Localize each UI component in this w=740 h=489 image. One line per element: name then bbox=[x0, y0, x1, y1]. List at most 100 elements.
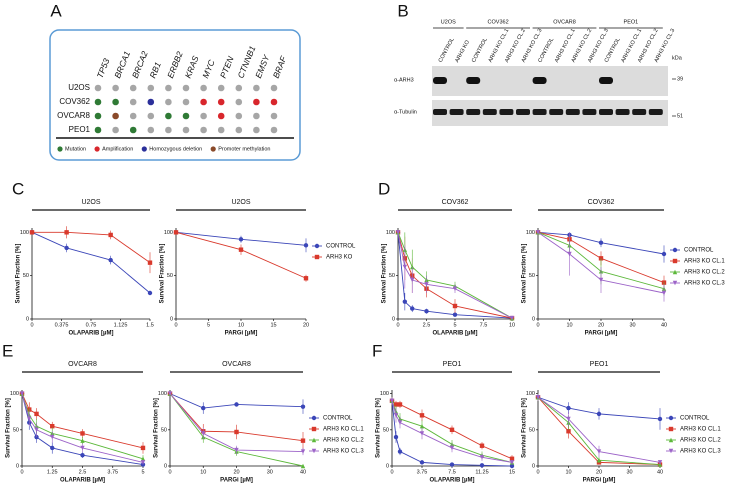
status-dot bbox=[253, 112, 260, 120]
band-tubulin bbox=[449, 109, 464, 115]
lane-label: ARH3 KO bbox=[454, 39, 471, 64]
x-axis-label: OLAPARIB [µM] bbox=[60, 478, 105, 484]
status-dot bbox=[182, 98, 190, 106]
y-tick-label: 50 bbox=[529, 427, 535, 433]
panel-a-frame bbox=[49, 29, 301, 161]
band-tubulin bbox=[499, 109, 514, 115]
lane-label: CONTROL bbox=[471, 37, 489, 64]
status-dot bbox=[129, 126, 137, 134]
point bbox=[566, 429, 571, 434]
gene-label: RB1 bbox=[147, 60, 163, 79]
point bbox=[80, 452, 85, 458]
series-line bbox=[21, 393, 144, 460]
x-tick-label: 2.5 bbox=[423, 322, 431, 328]
x-tick-label: 30 bbox=[629, 322, 635, 328]
status-dot bbox=[165, 112, 172, 120]
point bbox=[419, 460, 425, 465]
legend-label: ARH3 KO CL.2 bbox=[684, 270, 725, 276]
y-tick-label: 0 bbox=[392, 316, 395, 322]
x-tick-label: 10 bbox=[509, 322, 515, 328]
y-axis-label: Survival Fraction [%] bbox=[376, 398, 382, 458]
x-tick-label: 30 bbox=[267, 469, 273, 475]
legend-label: ARH3 KO CL.1 bbox=[323, 427, 364, 433]
x-tick-label: 0.375 bbox=[55, 322, 69, 328]
series-line bbox=[397, 232, 513, 319]
unit-label: kDa bbox=[672, 55, 683, 61]
cell-line-label: U2OS bbox=[68, 83, 90, 92]
point bbox=[50, 445, 55, 451]
legend-label: CONTROL bbox=[680, 416, 710, 422]
y-tick-label: 50 bbox=[389, 273, 395, 279]
x-tick-label: 7.5 bbox=[448, 469, 456, 475]
point bbox=[108, 232, 113, 238]
legend-dot bbox=[210, 146, 216, 152]
point bbox=[449, 462, 455, 467]
x-tick-label: 10 bbox=[238, 322, 244, 328]
point bbox=[300, 438, 306, 443]
status-dot bbox=[200, 98, 207, 106]
x-tick-label: 1.125 bbox=[114, 322, 128, 328]
status-dot bbox=[270, 112, 278, 120]
point bbox=[479, 463, 485, 468]
x-tick-label: 3.75 bbox=[417, 469, 428, 475]
point bbox=[238, 247, 244, 252]
status-dot bbox=[270, 126, 278, 134]
point bbox=[234, 402, 239, 407]
x-axis-label: PARGi [µM] bbox=[585, 331, 618, 337]
point bbox=[300, 404, 306, 409]
point bbox=[598, 277, 604, 283]
status-dot bbox=[129, 84, 137, 92]
status-dot bbox=[112, 126, 119, 134]
point bbox=[657, 416, 663, 422]
x-tick-label: 10 bbox=[200, 469, 206, 475]
series-line bbox=[169, 393, 304, 452]
status-dot bbox=[253, 126, 260, 134]
legend-label: ARH3 KO CL.1 bbox=[680, 427, 721, 433]
status-dot bbox=[217, 84, 225, 92]
point bbox=[402, 299, 408, 304]
legend-marker bbox=[668, 426, 674, 432]
point bbox=[596, 411, 602, 417]
group-label: U2OS bbox=[441, 19, 456, 25]
legend-marker bbox=[314, 254, 320, 260]
point bbox=[389, 398, 395, 404]
status-dot bbox=[253, 98, 260, 106]
series-line bbox=[537, 231, 665, 294]
series-line bbox=[537, 396, 661, 463]
point bbox=[479, 443, 485, 448]
legend-marker bbox=[668, 448, 674, 454]
legend-label: ARH3 KO CL.3 bbox=[323, 449, 364, 455]
y-axis-label: Survival Fraction [%] bbox=[382, 244, 388, 304]
point bbox=[201, 431, 206, 436]
band-arh3 bbox=[532, 77, 547, 84]
y-tick-label: 0 bbox=[170, 316, 173, 322]
point bbox=[167, 391, 173, 396]
status-dot bbox=[112, 98, 119, 106]
y-tick-label: 100 bbox=[526, 230, 535, 236]
panel-label: A bbox=[50, 1, 62, 20]
point bbox=[147, 290, 153, 296]
point bbox=[452, 286, 458, 291]
series-line bbox=[537, 231, 665, 290]
status-dot bbox=[235, 84, 243, 92]
status-dot bbox=[217, 112, 225, 120]
point bbox=[452, 312, 458, 317]
x-tick-label: 40 bbox=[300, 469, 306, 475]
gene-label: EMSY bbox=[253, 52, 272, 79]
legend-marker bbox=[311, 448, 317, 454]
status-dot bbox=[165, 98, 172, 106]
lane-label: CONTROL bbox=[438, 37, 456, 64]
legend-dot bbox=[94, 146, 100, 152]
point bbox=[452, 303, 458, 309]
series-line bbox=[169, 393, 304, 442]
point bbox=[27, 416, 32, 422]
x-tick-label: 40 bbox=[661, 322, 667, 328]
series-line bbox=[32, 231, 151, 264]
point bbox=[449, 427, 455, 433]
band-tubulin bbox=[482, 109, 497, 115]
band-arh3 bbox=[599, 77, 613, 84]
y-tick-label: 100 bbox=[158, 391, 167, 397]
legend-dot bbox=[57, 146, 63, 152]
point bbox=[509, 460, 515, 465]
x-axis-label: PARGi [µM] bbox=[583, 478, 616, 484]
